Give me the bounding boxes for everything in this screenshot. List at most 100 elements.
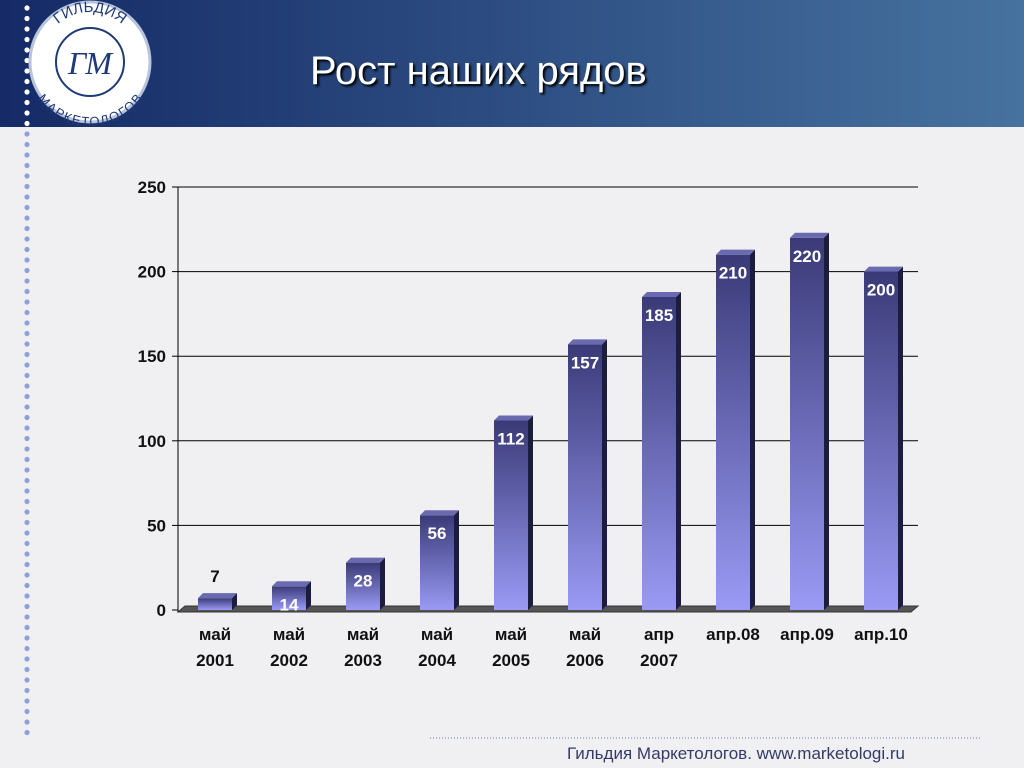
bar bbox=[272, 586, 306, 610]
bar-top bbox=[346, 557, 385, 563]
dot bbox=[24, 204, 30, 211]
dot bbox=[24, 677, 30, 683]
dot bbox=[24, 162, 30, 169]
y-tick-label: 250 bbox=[138, 178, 166, 197]
logo-ring bbox=[55, 27, 125, 97]
dot bbox=[24, 68, 30, 74]
value-label: 220 bbox=[793, 247, 821, 266]
value-label: 14 bbox=[280, 595, 299, 614]
dot bbox=[24, 530, 30, 536]
banner bbox=[0, 0, 1024, 127]
bar-side bbox=[898, 266, 903, 610]
bar-top bbox=[420, 510, 459, 516]
x-tick-label: май 2006 bbox=[566, 625, 604, 670]
y-tick-label: 200 bbox=[138, 263, 166, 282]
dot bbox=[24, 551, 30, 557]
dot bbox=[24, 330, 30, 337]
x-tick-label: май 2003 bbox=[344, 625, 382, 670]
bar bbox=[346, 562, 380, 610]
bar-side bbox=[824, 232, 829, 610]
dot bbox=[24, 687, 30, 694]
dot bbox=[24, 36, 30, 43]
dot bbox=[24, 26, 30, 32]
dot bbox=[24, 99, 30, 106]
y-tick-label: 100 bbox=[138, 432, 166, 451]
x-tick-label: апр.10 bbox=[854, 625, 908, 644]
dot bbox=[24, 141, 30, 148]
dot bbox=[24, 57, 30, 64]
dot bbox=[24, 110, 30, 116]
x-tick-label: апр.09 bbox=[780, 625, 834, 644]
bar-side bbox=[454, 510, 459, 610]
dot bbox=[24, 309, 30, 316]
dot bbox=[24, 624, 30, 631]
bar bbox=[568, 344, 602, 610]
dot bbox=[24, 299, 30, 305]
bar-side bbox=[528, 415, 533, 610]
dot bbox=[24, 5, 30, 11]
dot bbox=[24, 173, 30, 179]
dot-column bbox=[24, 5, 30, 736]
x-tick-label: май 2004 bbox=[418, 625, 456, 670]
dot bbox=[24, 561, 30, 568]
dot bbox=[24, 614, 30, 620]
dot bbox=[24, 225, 30, 232]
dot bbox=[24, 572, 30, 578]
dot bbox=[24, 414, 30, 421]
dot bbox=[24, 435, 30, 442]
dot bbox=[24, 152, 30, 158]
footer: Гильдия Маркетологов. www.marketologi.ru bbox=[567, 744, 905, 763]
bar bbox=[864, 271, 898, 610]
value-label: 210 bbox=[719, 264, 747, 283]
dot bbox=[24, 278, 30, 284]
bar-top bbox=[494, 415, 533, 421]
bar-side bbox=[380, 557, 385, 610]
dot bbox=[24, 351, 30, 358]
dot bbox=[24, 509, 30, 515]
dot bbox=[24, 582, 30, 589]
dot bbox=[24, 635, 30, 641]
bar-top bbox=[864, 266, 903, 272]
x-tick-label: апр.08 bbox=[706, 625, 760, 644]
dot bbox=[24, 131, 30, 137]
dot bbox=[24, 656, 30, 662]
dot bbox=[24, 645, 30, 652]
bar-side bbox=[676, 291, 681, 610]
dot bbox=[24, 393, 30, 400]
dot bbox=[24, 603, 30, 610]
dot bbox=[24, 488, 30, 494]
dot bbox=[24, 383, 30, 389]
chart-title: Рост наших рядов bbox=[310, 49, 647, 93]
dot bbox=[24, 467, 30, 473]
dot bbox=[24, 666, 30, 673]
x-tick-label: май 2001 bbox=[196, 625, 234, 670]
dot bbox=[24, 708, 30, 715]
x-tick-label: апр 2007 bbox=[640, 625, 678, 670]
dot bbox=[24, 404, 30, 410]
dot bbox=[24, 320, 30, 326]
value-label: 157 bbox=[571, 353, 599, 372]
bar-top bbox=[198, 593, 237, 599]
bar-side bbox=[232, 593, 237, 610]
dot bbox=[24, 257, 30, 263]
dot bbox=[24, 719, 30, 725]
bar-side bbox=[750, 249, 755, 610]
x-tick-label: май 2002 bbox=[270, 625, 308, 670]
y-tick-label: 150 bbox=[138, 347, 166, 366]
value-label: 200 bbox=[867, 281, 895, 300]
dot bbox=[24, 15, 30, 22]
value-label: 28 bbox=[354, 572, 373, 591]
bar-side bbox=[602, 339, 607, 610]
dot bbox=[24, 288, 30, 295]
dot bbox=[24, 446, 30, 452]
bar-top bbox=[642, 291, 681, 297]
bar-top bbox=[716, 249, 755, 255]
bar-top bbox=[568, 339, 607, 345]
bar bbox=[642, 296, 676, 610]
dot bbox=[24, 120, 30, 127]
dot bbox=[24, 519, 30, 526]
dot bbox=[24, 267, 30, 274]
logo bbox=[28, 0, 152, 124]
